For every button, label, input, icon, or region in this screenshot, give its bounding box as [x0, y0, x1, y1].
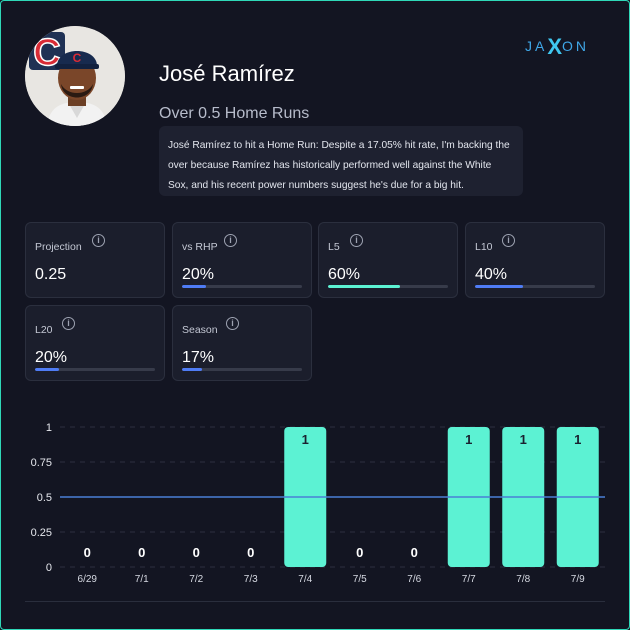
- stat-value: 40%: [475, 266, 508, 283]
- progress-fill: [182, 285, 206, 288]
- stat-label: L10: [475, 241, 493, 253]
- x-tick-label: 7/4: [298, 574, 312, 585]
- y-tick-label: 1: [46, 422, 52, 434]
- team-logo-letter: C: [33, 32, 60, 74]
- x-tick-label: 7/5: [353, 574, 367, 585]
- info-icon[interactable]: i: [226, 317, 239, 330]
- stat-card-l10: L10 i 40%: [465, 222, 605, 298]
- bar-value-label: 1: [465, 432, 472, 447]
- bar-value-label: 0: [356, 545, 363, 560]
- bar-chart-svg: 0 0.25 0.5 0.75 1 0 6/29 0 7/1 0 7/2 0 7/3 1 7/4 0 7/5 0 7…: [31, 422, 605, 585]
- y-tick-label: 0.25: [31, 527, 52, 539]
- bar-value-label: 1: [574, 432, 581, 447]
- x-tick-label: 7/3: [244, 574, 258, 585]
- brand-text-left: JA: [525, 38, 548, 54]
- stat-card-l5: L5 i 60%: [318, 222, 458, 298]
- progress-track: [35, 368, 155, 371]
- stat-label: L5: [328, 241, 340, 253]
- player-headshot: C C: [25, 26, 125, 126]
- game-log-chart: 0 0.25 0.5 0.75 1 0 6/29 0 7/1 0 7/2 0 7/3 1 7/4 0 7/5 0 7…: [0, 410, 630, 630]
- progress-fill: [35, 368, 59, 371]
- progress-track: [182, 285, 302, 288]
- bar-value-label: 0: [411, 545, 418, 560]
- stat-card-projection: Projection i 0.25: [25, 222, 165, 298]
- info-icon[interactable]: i: [350, 234, 363, 247]
- prop-title: Over 0.5 Home Runs: [159, 105, 310, 122]
- y-tick-label: 0.75: [31, 457, 52, 469]
- progress-track: [475, 285, 595, 288]
- info-icon[interactable]: i: [224, 234, 237, 247]
- y-tick-label: 0.5: [37, 492, 52, 504]
- x-tick-label: 7/2: [189, 574, 203, 585]
- jaxon-logo: JAXON: [525, 31, 590, 59]
- stat-label: Season: [182, 324, 218, 336]
- stat-label: vs RHP: [182, 241, 218, 253]
- x-tick-label: 6/29: [78, 574, 98, 585]
- stat-value: 20%: [35, 349, 68, 366]
- x-tick-label: 7/6: [407, 574, 421, 585]
- info-icon[interactable]: i: [62, 317, 75, 330]
- x-tick-label: 7/8: [516, 574, 530, 585]
- brand-text-right: ON: [562, 38, 590, 54]
- info-icon[interactable]: i: [92, 234, 105, 247]
- stat-card-season: Season i 17%: [172, 305, 312, 381]
- bar-value-label: 0: [138, 545, 145, 560]
- x-tick-label: 7/1: [135, 574, 149, 585]
- progress-track: [182, 368, 302, 371]
- stat-value: 20%: [182, 266, 215, 283]
- stat-card-vs-rhp: vs RHP i 20%: [172, 222, 312, 298]
- bar-value-label: 0: [247, 545, 254, 560]
- x-tick-label: 7/9: [571, 574, 585, 585]
- stat-card-l20: L20 i 20%: [25, 305, 165, 381]
- info-icon[interactable]: i: [502, 234, 515, 247]
- y-tick-label: 0: [46, 562, 52, 574]
- player-name: José Ramírez: [159, 61, 295, 86]
- brand-x: X: [547, 34, 563, 59]
- bar-value-label: 1: [520, 432, 527, 447]
- progress-fill: [182, 368, 203, 371]
- stat-label: Projection: [35, 241, 82, 253]
- bar-value-label: 1: [302, 432, 309, 447]
- bar-value-label: 0: [84, 545, 91, 560]
- stat-value: 0.25: [35, 266, 67, 283]
- progress-fill: [475, 285, 523, 288]
- x-tick-label: 7/7: [462, 574, 476, 585]
- stat-value: 60%: [328, 266, 361, 283]
- analysis-text: José Ramírez to hit a Home Run: Despite …: [159, 126, 523, 196]
- player-avatar: C C: [25, 26, 125, 126]
- svg-text:C: C: [73, 51, 82, 65]
- progress-fill: [328, 285, 400, 288]
- team-logo-icon: C: [29, 31, 65, 75]
- stat-label: L20: [35, 324, 53, 336]
- progress-track: [328, 285, 448, 288]
- bottom-divider: [25, 601, 605, 602]
- stat-value: 17%: [182, 349, 215, 366]
- bar-value-label: 0: [193, 545, 200, 560]
